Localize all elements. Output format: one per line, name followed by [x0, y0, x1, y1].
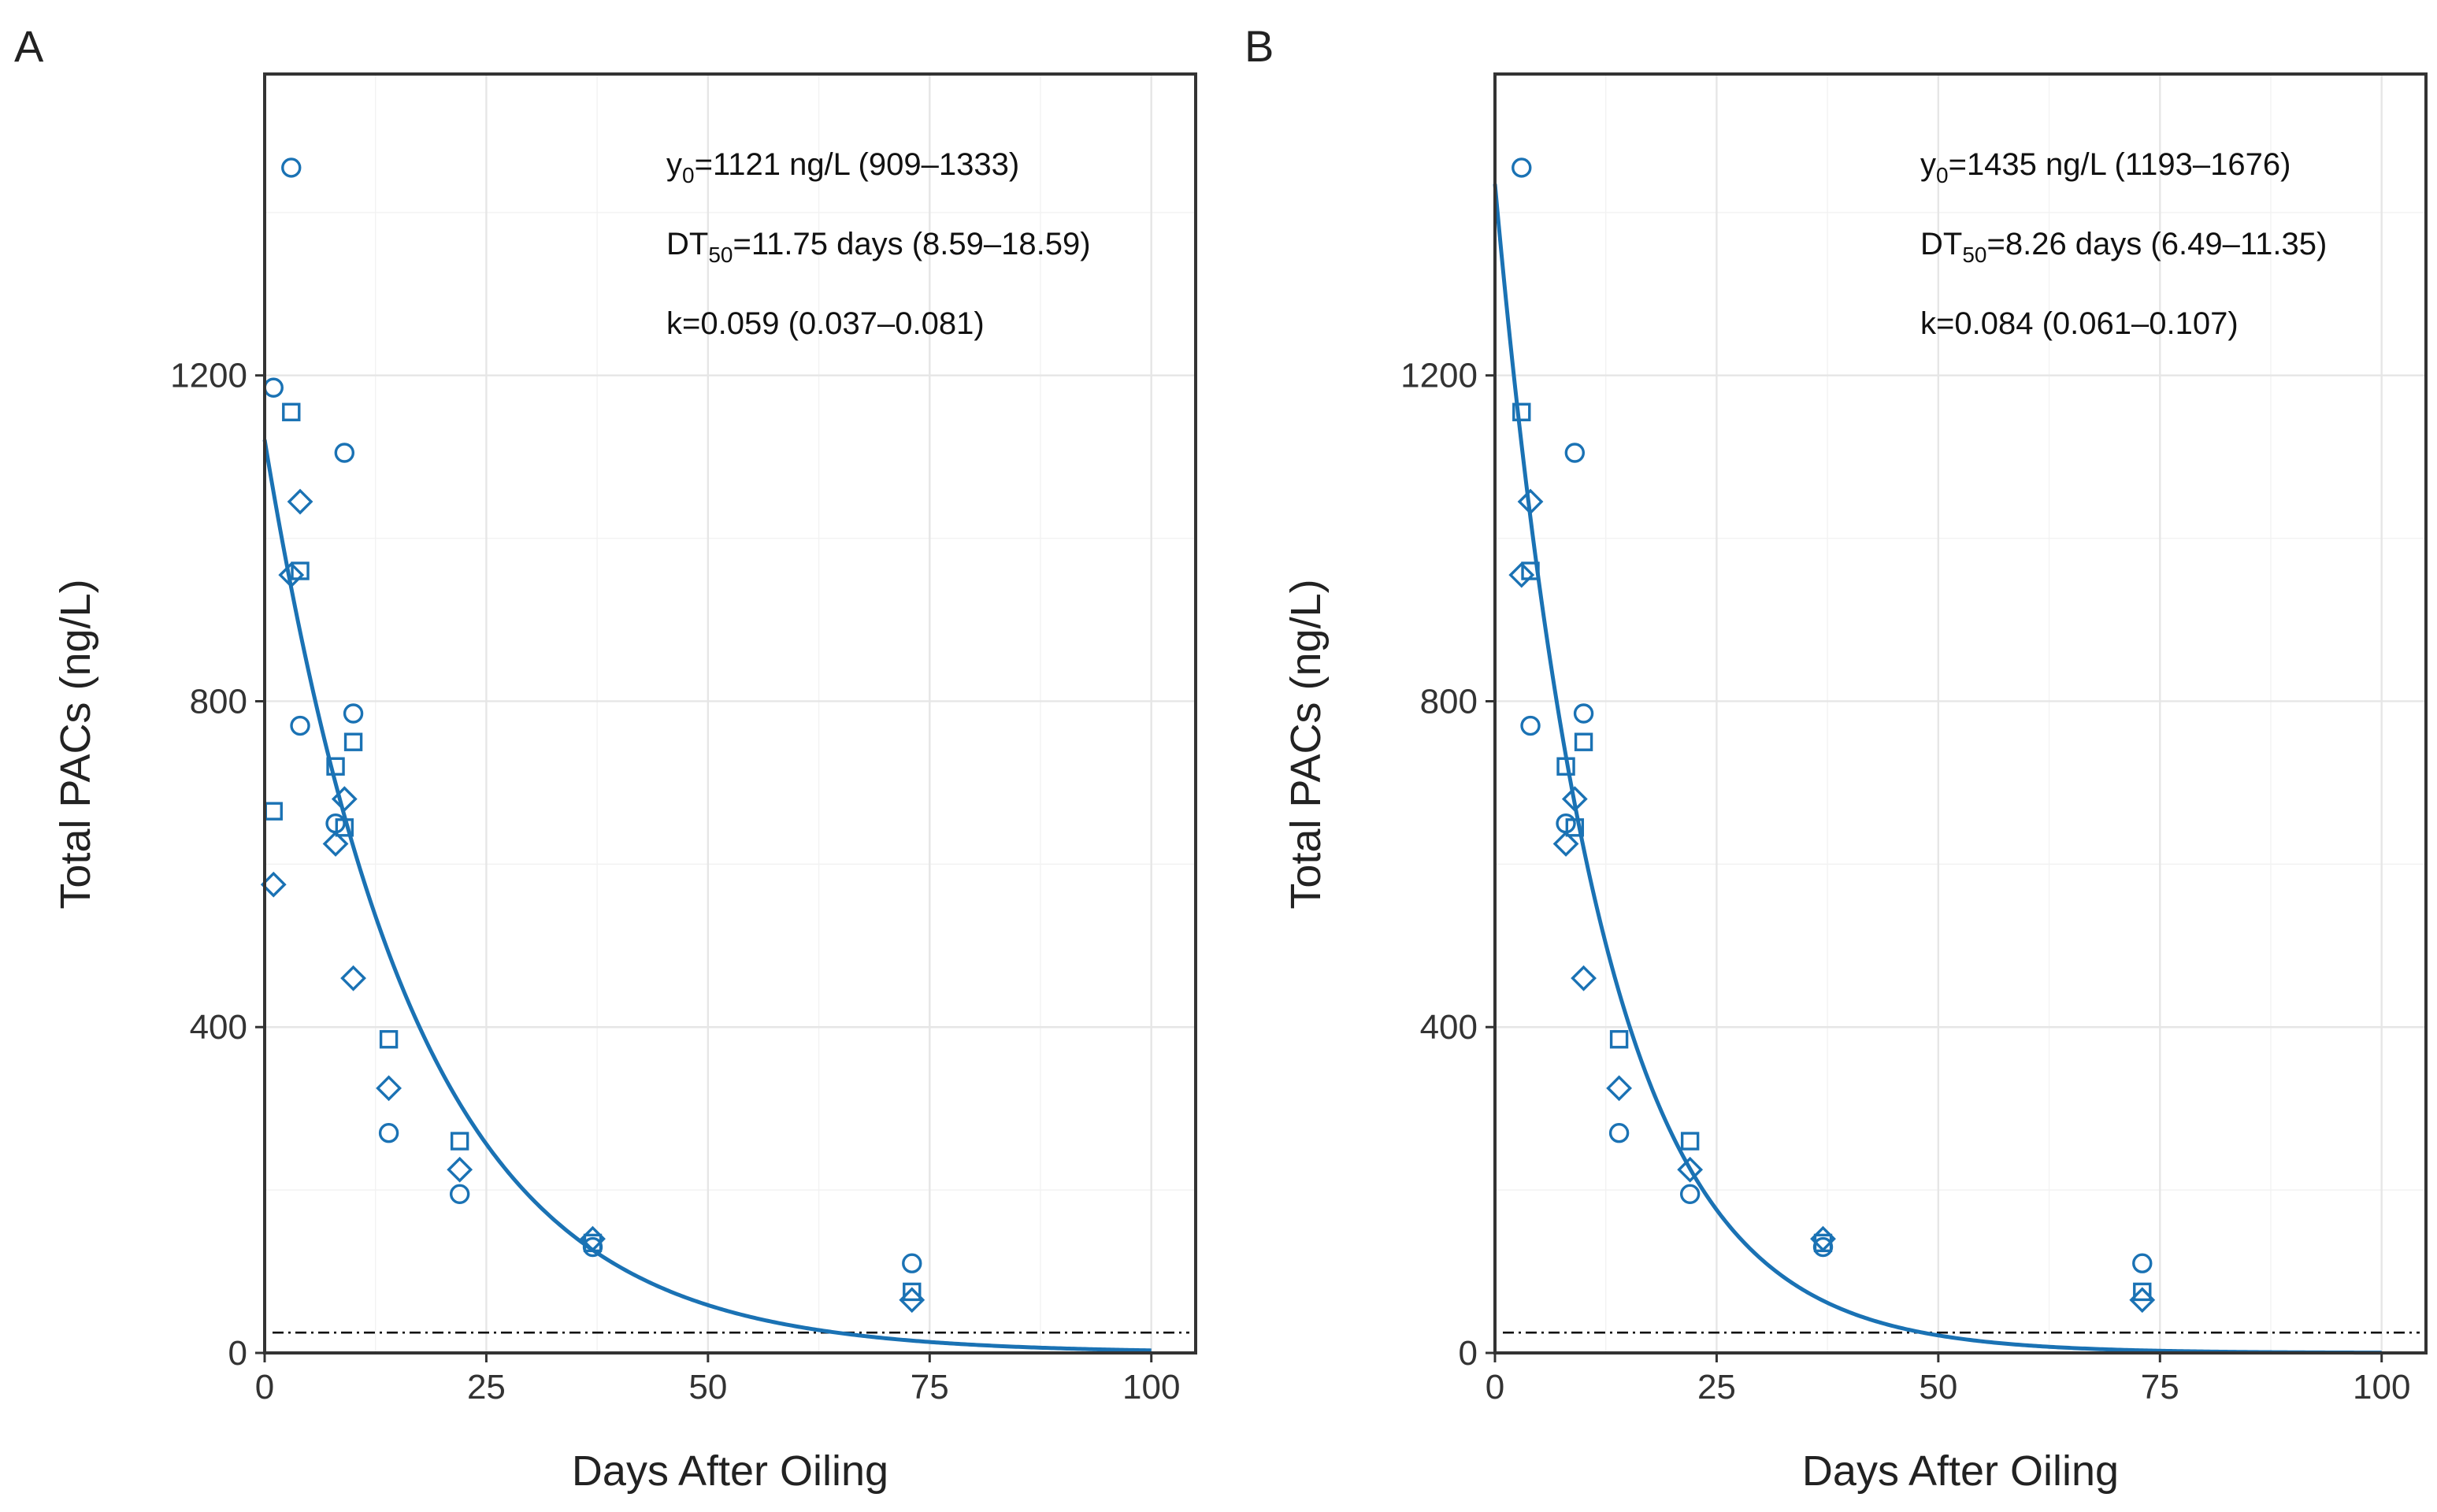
diamond-data-point: [1810, 1225, 1836, 1252]
circle-data-point: [334, 443, 355, 463]
data-points: [1508, 158, 2156, 1314]
diamond-data-point: [287, 488, 313, 515]
x-tick-label: 50: [1919, 1368, 1957, 1406]
y-tick-label: 1200: [1400, 357, 1478, 395]
x-axis-title: Days After Oiling: [572, 1447, 888, 1495]
x-tick-label: 25: [1697, 1368, 1736, 1406]
diamond-data-point: [1571, 965, 1597, 991]
y-tick-label: 1200: [170, 357, 247, 395]
diamond-data-point: [376, 1075, 402, 1102]
square-data-point: [1609, 1030, 1629, 1049]
circle-data-point: [1608, 1123, 1630, 1143]
y-tick-label: 400: [190, 1008, 247, 1047]
square-data-point: [450, 1132, 469, 1151]
x-tick-label: 75: [2141, 1368, 2179, 1406]
y-axis-title: Total PACs (ng/L): [52, 579, 99, 909]
square-data-point: [1512, 402, 1531, 421]
panel-label: A: [14, 21, 44, 71]
diamond-data-point: [2129, 1287, 2156, 1314]
diamond-data-point: [1677, 1156, 1704, 1183]
gridlines: [1493, 74, 2426, 1354]
fit-curve-group: [262, 439, 1152, 1353]
circle-data-point: [2132, 1253, 2153, 1273]
plot-frame: [263, 72, 1197, 1354]
x-tick-label: 75: [911, 1368, 949, 1406]
fit-parameter-annotation: k=0.059 (0.037–0.081): [666, 306, 985, 341]
panel-a: A Total PACs (ng/L) Days After Oiling 0 2…: [14, 21, 1197, 1495]
circle-data-point: [290, 715, 310, 736]
diamond-data-point: [899, 1287, 925, 1314]
diamond-data-point: [1561, 786, 1588, 813]
square-data-point: [1556, 757, 1575, 776]
plot-frame: [1493, 72, 2428, 1354]
diamond-data-point: [331, 786, 358, 813]
diamond-data-point: [1517, 488, 1544, 515]
fit-parameter-annotation: DT50=8.26 days (6.49–11.35): [1920, 227, 2327, 267]
x-tick-label: 0: [1486, 1368, 1504, 1406]
circle-data-point: [1812, 1236, 1834, 1258]
circle-data-point: [378, 1123, 399, 1143]
diamond-data-point: [1508, 561, 1535, 588]
diamond-data-point: [278, 561, 305, 588]
diamond-data-point: [580, 1225, 606, 1252]
square-data-point: [1565, 818, 1585, 837]
circle-data-point: [902, 1253, 922, 1273]
circle-data-point: [449, 1184, 470, 1204]
panel-b: B Total PACs (ng/L) Days After Oiling 0 2…: [1244, 21, 2428, 1495]
diamond-data-point: [340, 965, 366, 991]
x-tick-label: 25: [467, 1368, 506, 1406]
circle-data-point: [1520, 715, 1541, 736]
circle-data-point: [1573, 703, 1594, 724]
x-tick-label: 0: [255, 1368, 274, 1406]
circle-data-point: [281, 158, 302, 178]
diamond-data-point: [1552, 831, 1579, 857]
y-axis-title: Total PACs (ng/L): [1282, 579, 1330, 909]
y-tick-label: 800: [190, 682, 247, 721]
data-points: [260, 158, 925, 1314]
y-tick-label: 400: [1420, 1008, 1478, 1047]
y-tick-label: 0: [1459, 1334, 1478, 1373]
square-data-point: [1680, 1132, 1700, 1151]
diamond-data-point: [322, 831, 349, 857]
panel-label: B: [1244, 21, 1274, 71]
axis-ticks: 0 25 50 75 100 0 400 800 1200: [1400, 357, 2410, 1406]
fit-parameter-annotation: y0=1121 ng/L (909–1333): [666, 147, 1019, 187]
axis-ticks: 0 25 50 75 100 0 400 800 1200: [170, 357, 1180, 1406]
square-data-point: [343, 732, 363, 751]
fit-parameter-annotations: y0=1435 ng/L (1193–1676) DT50=8.26 days (…: [1920, 147, 2327, 341]
x-axis-title: Days After Oiling: [1802, 1447, 2119, 1495]
circle-data-point: [1512, 158, 1532, 178]
square-data-point: [379, 1030, 399, 1049]
circle-data-point: [343, 703, 364, 724]
fit-parameter-annotation: y0=1435 ng/L (1193–1676): [1920, 147, 2290, 187]
circle-data-point: [1564, 443, 1586, 463]
square-data-point: [903, 1282, 922, 1302]
y-tick-label: 800: [1420, 682, 1478, 721]
fit-parameter-annotation: k=0.084 (0.061–0.107): [1920, 306, 2239, 341]
diamond-data-point: [1606, 1075, 1633, 1102]
circle-data-point: [263, 377, 284, 398]
fit-curve: [262, 439, 1152, 1353]
square-data-point: [282, 402, 301, 421]
square-data-point: [264, 802, 283, 821]
square-data-point: [2133, 1282, 2152, 1302]
y-tick-label: 0: [228, 1334, 247, 1373]
fit-parameter-annotation: DT50=11.75 days (8.59–18.59): [666, 227, 1091, 267]
square-data-point: [1574, 732, 1593, 751]
circle-data-point: [1679, 1184, 1701, 1204]
diamond-data-point: [447, 1156, 473, 1183]
x-tick-label: 50: [688, 1368, 727, 1406]
x-tick-label: 100: [1122, 1368, 1180, 1406]
x-tick-label: 100: [2353, 1368, 2410, 1406]
fit-parameter-annotations: y0=1121 ng/L (909–1333) DT50=11.75 days (…: [666, 147, 1091, 341]
square-data-point: [326, 757, 345, 776]
square-data-point: [335, 818, 354, 837]
